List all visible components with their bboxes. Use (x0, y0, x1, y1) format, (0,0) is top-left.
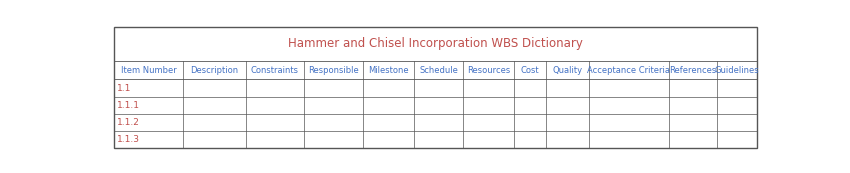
Text: Quality: Quality (552, 66, 582, 75)
Text: Cost: Cost (520, 66, 539, 75)
Text: References: References (669, 66, 717, 75)
Text: Constraints: Constraints (251, 66, 299, 75)
Text: Milestone: Milestone (368, 66, 409, 75)
Text: 1.1: 1.1 (117, 84, 132, 93)
Text: Responsible: Responsible (308, 66, 359, 75)
Text: 1.1.3: 1.1.3 (117, 135, 140, 144)
Text: Schedule: Schedule (419, 66, 458, 75)
Text: Hammer and Chisel Incorporation WBS Dictionary: Hammer and Chisel Incorporation WBS Dict… (288, 37, 583, 50)
Text: Resources: Resources (467, 66, 510, 75)
Text: Description: Description (190, 66, 238, 75)
Text: 1.1.2: 1.1.2 (117, 118, 140, 127)
Text: 1.1.1: 1.1.1 (117, 101, 140, 110)
Text: Item Number: Item Number (121, 66, 176, 75)
Text: Guidelines: Guidelines (715, 66, 759, 75)
Text: Acceptance Criteria: Acceptance Criteria (587, 66, 670, 75)
